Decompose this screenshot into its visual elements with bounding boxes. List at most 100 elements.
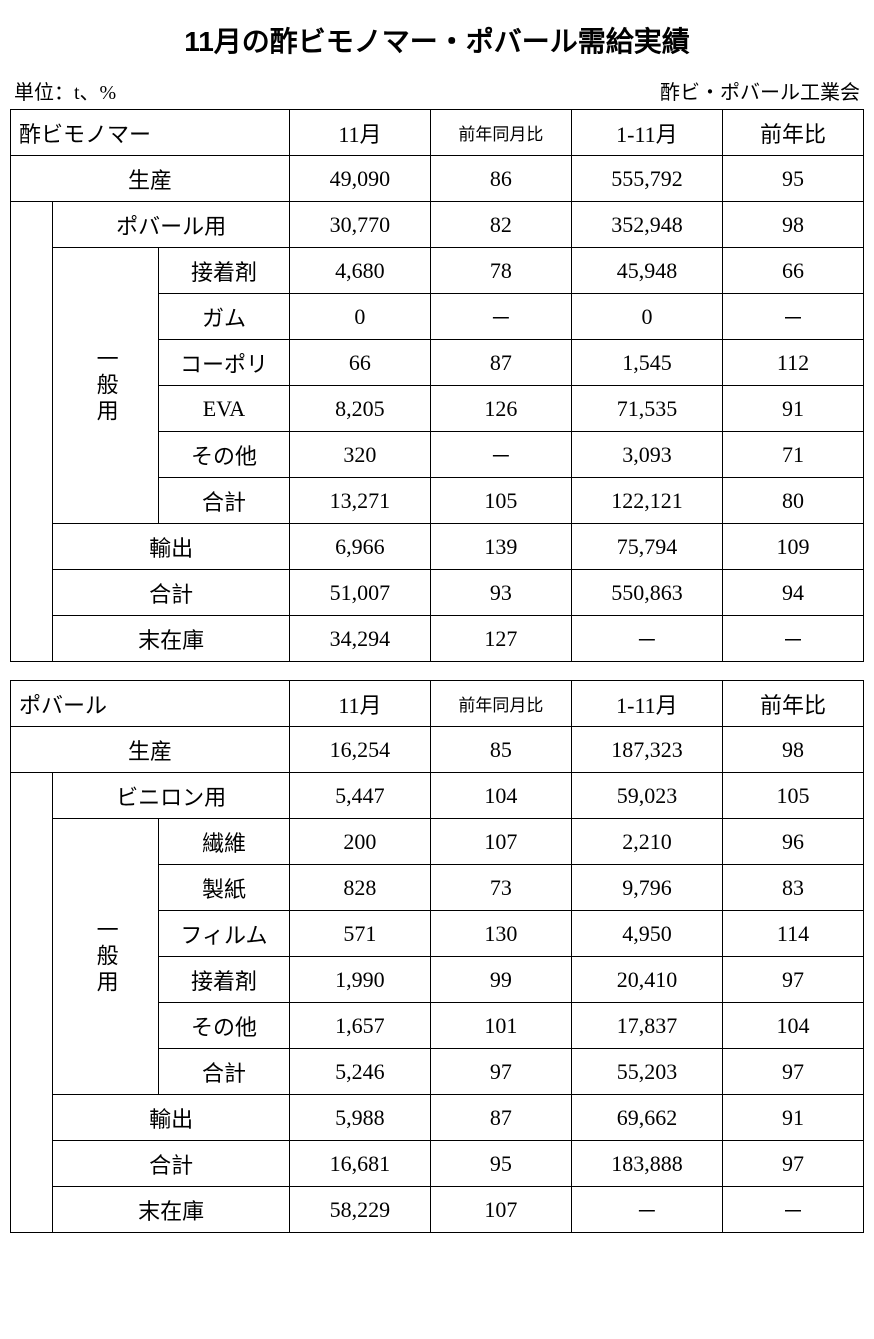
col-header-month: 11月 xyxy=(289,110,430,156)
cell: 69,662 xyxy=(571,1095,722,1141)
cell: 66 xyxy=(722,248,863,294)
cell: 6,966 xyxy=(289,524,430,570)
table-poval: ポバール 11月 前年同月比 1-11月 前年比 生産 16,254 85 18… xyxy=(10,680,864,1233)
table-row: 一般用 繊維 200 107 2,210 96 xyxy=(11,819,864,865)
cell: 45,948 xyxy=(571,248,722,294)
cell: 5,447 xyxy=(289,773,430,819)
cell: 571 xyxy=(289,911,430,957)
cell: 101 xyxy=(430,1003,571,1049)
table-row: ビニロン用 5,447 104 59,023 105 xyxy=(11,773,864,819)
page-title: 11月の酢ビモノマー・ポバール需給実績 xyxy=(10,20,864,60)
cell: 127 xyxy=(430,616,571,662)
row-label: 繊維 xyxy=(159,819,290,865)
cell: － xyxy=(722,1187,863,1233)
cell: 139 xyxy=(430,524,571,570)
table-row: ポバール用 30,770 82 352,948 98 xyxy=(11,202,864,248)
cell: 320 xyxy=(289,432,430,478)
cell: 555,792 xyxy=(571,156,722,202)
cell: 99 xyxy=(430,957,571,1003)
table-row: 合計 16,681 95 183,888 97 xyxy=(11,1141,864,1187)
cell: 97 xyxy=(722,1141,863,1187)
cell: 109 xyxy=(722,524,863,570)
cell: 9,796 xyxy=(571,865,722,911)
table-row: 輸出 5,988 87 69,662 91 xyxy=(11,1095,864,1141)
table-row: 末在庫 58,229 107 － － xyxy=(11,1187,864,1233)
cell: 16,254 xyxy=(289,727,430,773)
meta-row: 単位：t、% 酢ビ・ポバール工業会 xyxy=(10,76,864,105)
cell: 30,770 xyxy=(289,202,430,248)
cell: 104 xyxy=(722,1003,863,1049)
table-subi-monomer: 酢ビモノマー 11月 前年同月比 1-11月 前年比 生産 49,090 86 … xyxy=(10,109,864,662)
row-label: 輸出 xyxy=(53,524,290,570)
table-row: 合計 51,007 93 550,863 94 xyxy=(11,570,864,616)
cell: 85 xyxy=(430,727,571,773)
cell: 104 xyxy=(430,773,571,819)
cell: － xyxy=(722,616,863,662)
cell: 58,229 xyxy=(289,1187,430,1233)
cell: 550,863 xyxy=(571,570,722,616)
col-header-yoy: 前年比 xyxy=(722,110,863,156)
cell: 122,121 xyxy=(571,478,722,524)
cell: 73 xyxy=(430,865,571,911)
row-label: 輸出 xyxy=(53,1095,290,1141)
cell: － xyxy=(430,294,571,340)
cell: 91 xyxy=(722,1095,863,1141)
col-header-ytd: 1-11月 xyxy=(571,110,722,156)
row-label: 接着剤 xyxy=(159,957,290,1003)
cell: 828 xyxy=(289,865,430,911)
cell: 55,203 xyxy=(571,1049,722,1095)
group-label-general: 一般用 xyxy=(53,819,159,1095)
cell: 105 xyxy=(722,773,863,819)
row-label: その他 xyxy=(159,432,290,478)
col-header-ytd: 1-11月 xyxy=(571,681,722,727)
row-label: ポバール用 xyxy=(53,202,290,248)
cell: 82 xyxy=(430,202,571,248)
cell: 95 xyxy=(430,1141,571,1187)
cell: 107 xyxy=(430,1187,571,1233)
cell: 20,410 xyxy=(571,957,722,1003)
cell: 83 xyxy=(722,865,863,911)
group-label-general: 一般用 xyxy=(53,248,159,524)
cell: 98 xyxy=(722,727,863,773)
table-row: 生産 49,090 86 555,792 95 xyxy=(11,156,864,202)
unit-label: 単位：t、% xyxy=(14,76,116,105)
table-row: 一般用 接着剤 4,680 78 45,948 66 xyxy=(11,248,864,294)
table-row: 輸出 6,966 139 75,794 109 xyxy=(11,524,864,570)
cell: 3,093 xyxy=(571,432,722,478)
cell: 13,271 xyxy=(289,478,430,524)
cell: 114 xyxy=(722,911,863,957)
cell: 87 xyxy=(430,340,571,386)
cell: 93 xyxy=(430,570,571,616)
cell: 86 xyxy=(430,156,571,202)
cell: 112 xyxy=(722,340,863,386)
cell: 200 xyxy=(289,819,430,865)
cell: 183,888 xyxy=(571,1141,722,1187)
table-row: 末在庫 34,294 127 － － xyxy=(11,616,864,662)
row-label: 末在庫 xyxy=(53,616,290,662)
cell: 59,023 xyxy=(571,773,722,819)
row-label: コーポリ xyxy=(159,340,290,386)
cell: － xyxy=(722,294,863,340)
cell: 16,681 xyxy=(289,1141,430,1187)
table-row: 酢ビモノマー 11月 前年同月比 1-11月 前年比 xyxy=(11,110,864,156)
cell: 97 xyxy=(722,957,863,1003)
cell: 4,680 xyxy=(289,248,430,294)
cell: 80 xyxy=(722,478,863,524)
indent-spacer xyxy=(11,773,53,1233)
cell: － xyxy=(430,432,571,478)
cell: 126 xyxy=(430,386,571,432)
cell: 98 xyxy=(722,202,863,248)
cell: 95 xyxy=(722,156,863,202)
cell: 5,988 xyxy=(289,1095,430,1141)
row-label: 生産 xyxy=(11,727,290,773)
cell: 0 xyxy=(571,294,722,340)
row-label: 接着剤 xyxy=(159,248,290,294)
col-header-yoym: 前年同月比 xyxy=(430,110,571,156)
cell: 2,210 xyxy=(571,819,722,865)
col-header-yoym: 前年同月比 xyxy=(430,681,571,727)
cell: 71,535 xyxy=(571,386,722,432)
source-label: 酢ビ・ポバール工業会 xyxy=(660,76,860,105)
cell: 5,246 xyxy=(289,1049,430,1095)
cell: 1,657 xyxy=(289,1003,430,1049)
cell: 1,545 xyxy=(571,340,722,386)
